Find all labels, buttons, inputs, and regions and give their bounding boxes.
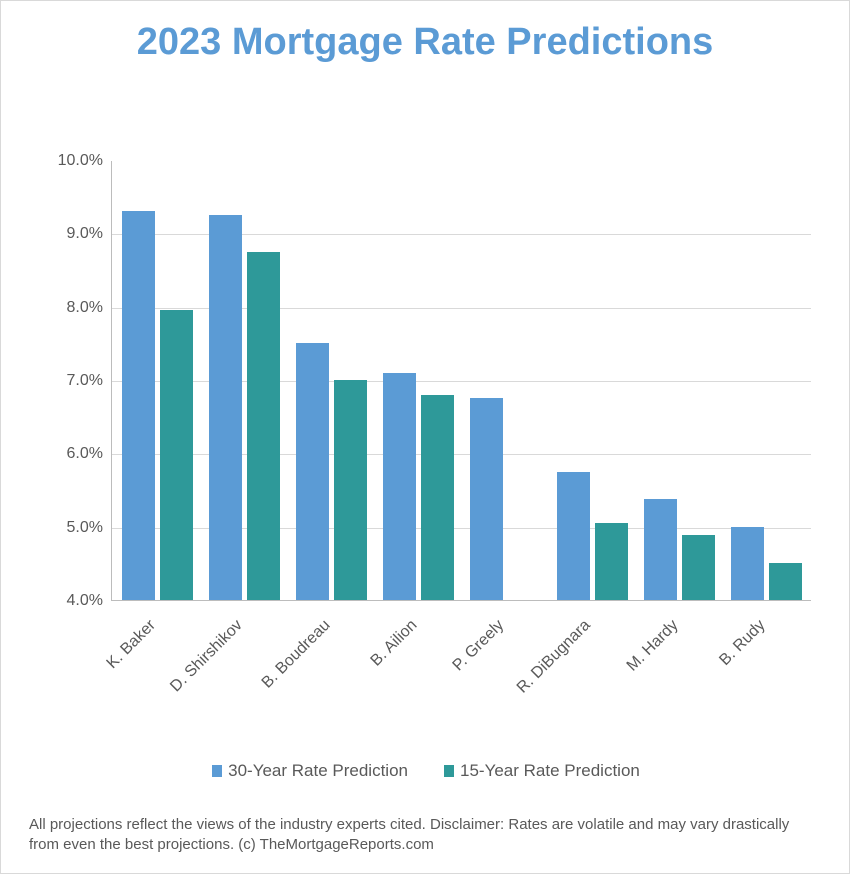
bar (334, 380, 367, 600)
bar (731, 527, 764, 600)
legend-label: 15-Year Rate Prediction (460, 761, 640, 781)
legend-item: 30-Year Rate Prediction (212, 761, 408, 781)
y-tick-label: 8.0% (31, 299, 103, 317)
y-tick-label: 5.0% (31, 519, 103, 537)
legend-swatch (444, 765, 454, 777)
bar (209, 215, 242, 600)
bar (421, 395, 454, 600)
x-tick-label: P. Greely (449, 617, 507, 675)
y-tick-label: 6.0% (31, 445, 103, 463)
chart-title: 2023 Mortgage Rate Predictions (1, 1, 849, 71)
x-tick-label: B. Boudreau (258, 617, 334, 693)
bar (122, 211, 155, 600)
footnote: All projections reflect the views of the… (29, 815, 809, 856)
bars-layer (112, 161, 811, 600)
y-tick-label: 7.0% (31, 372, 103, 390)
bar (557, 472, 590, 600)
y-tick-label: 9.0% (31, 225, 103, 243)
x-axis-labels: K. BakerD. ShirshikovB. BoudreauB. Ailio… (111, 606, 811, 726)
bar (296, 343, 329, 600)
bar (160, 310, 193, 600)
y-tick-label: 4.0% (31, 592, 103, 610)
x-tick-label: B. Ailion (367, 617, 421, 671)
legend-swatch (212, 765, 222, 777)
bar (644, 499, 677, 600)
bar (595, 523, 628, 600)
y-tick-label: 10.0% (31, 152, 103, 170)
x-tick-label: K. Baker (104, 617, 160, 673)
legend-label: 30-Year Rate Prediction (228, 761, 408, 781)
bar (682, 535, 715, 600)
x-tick-label: R. DiBugnara (514, 617, 595, 698)
plot-area (111, 161, 811, 601)
chart-area: 4.0%5.0%6.0%7.0%8.0%9.0%10.0% K. BakerD.… (31, 151, 821, 681)
x-tick-label: M. Hardy (623, 617, 682, 676)
chart-container: 2023 Mortgage Rate Predictions 4.0% 5.0% 6… (0, 0, 850, 874)
legend-item: 15-Year Rate Prediction (444, 761, 640, 781)
bar (247, 252, 280, 600)
bar (769, 563, 802, 600)
bar (383, 373, 416, 600)
x-tick-label: B. Rudy (716, 617, 769, 670)
legend: 30-Year Rate Prediction 15-Year Rate Pred… (1, 761, 850, 782)
bar (470, 398, 503, 600)
x-tick-label: D. Shirshikov (167, 617, 246, 696)
